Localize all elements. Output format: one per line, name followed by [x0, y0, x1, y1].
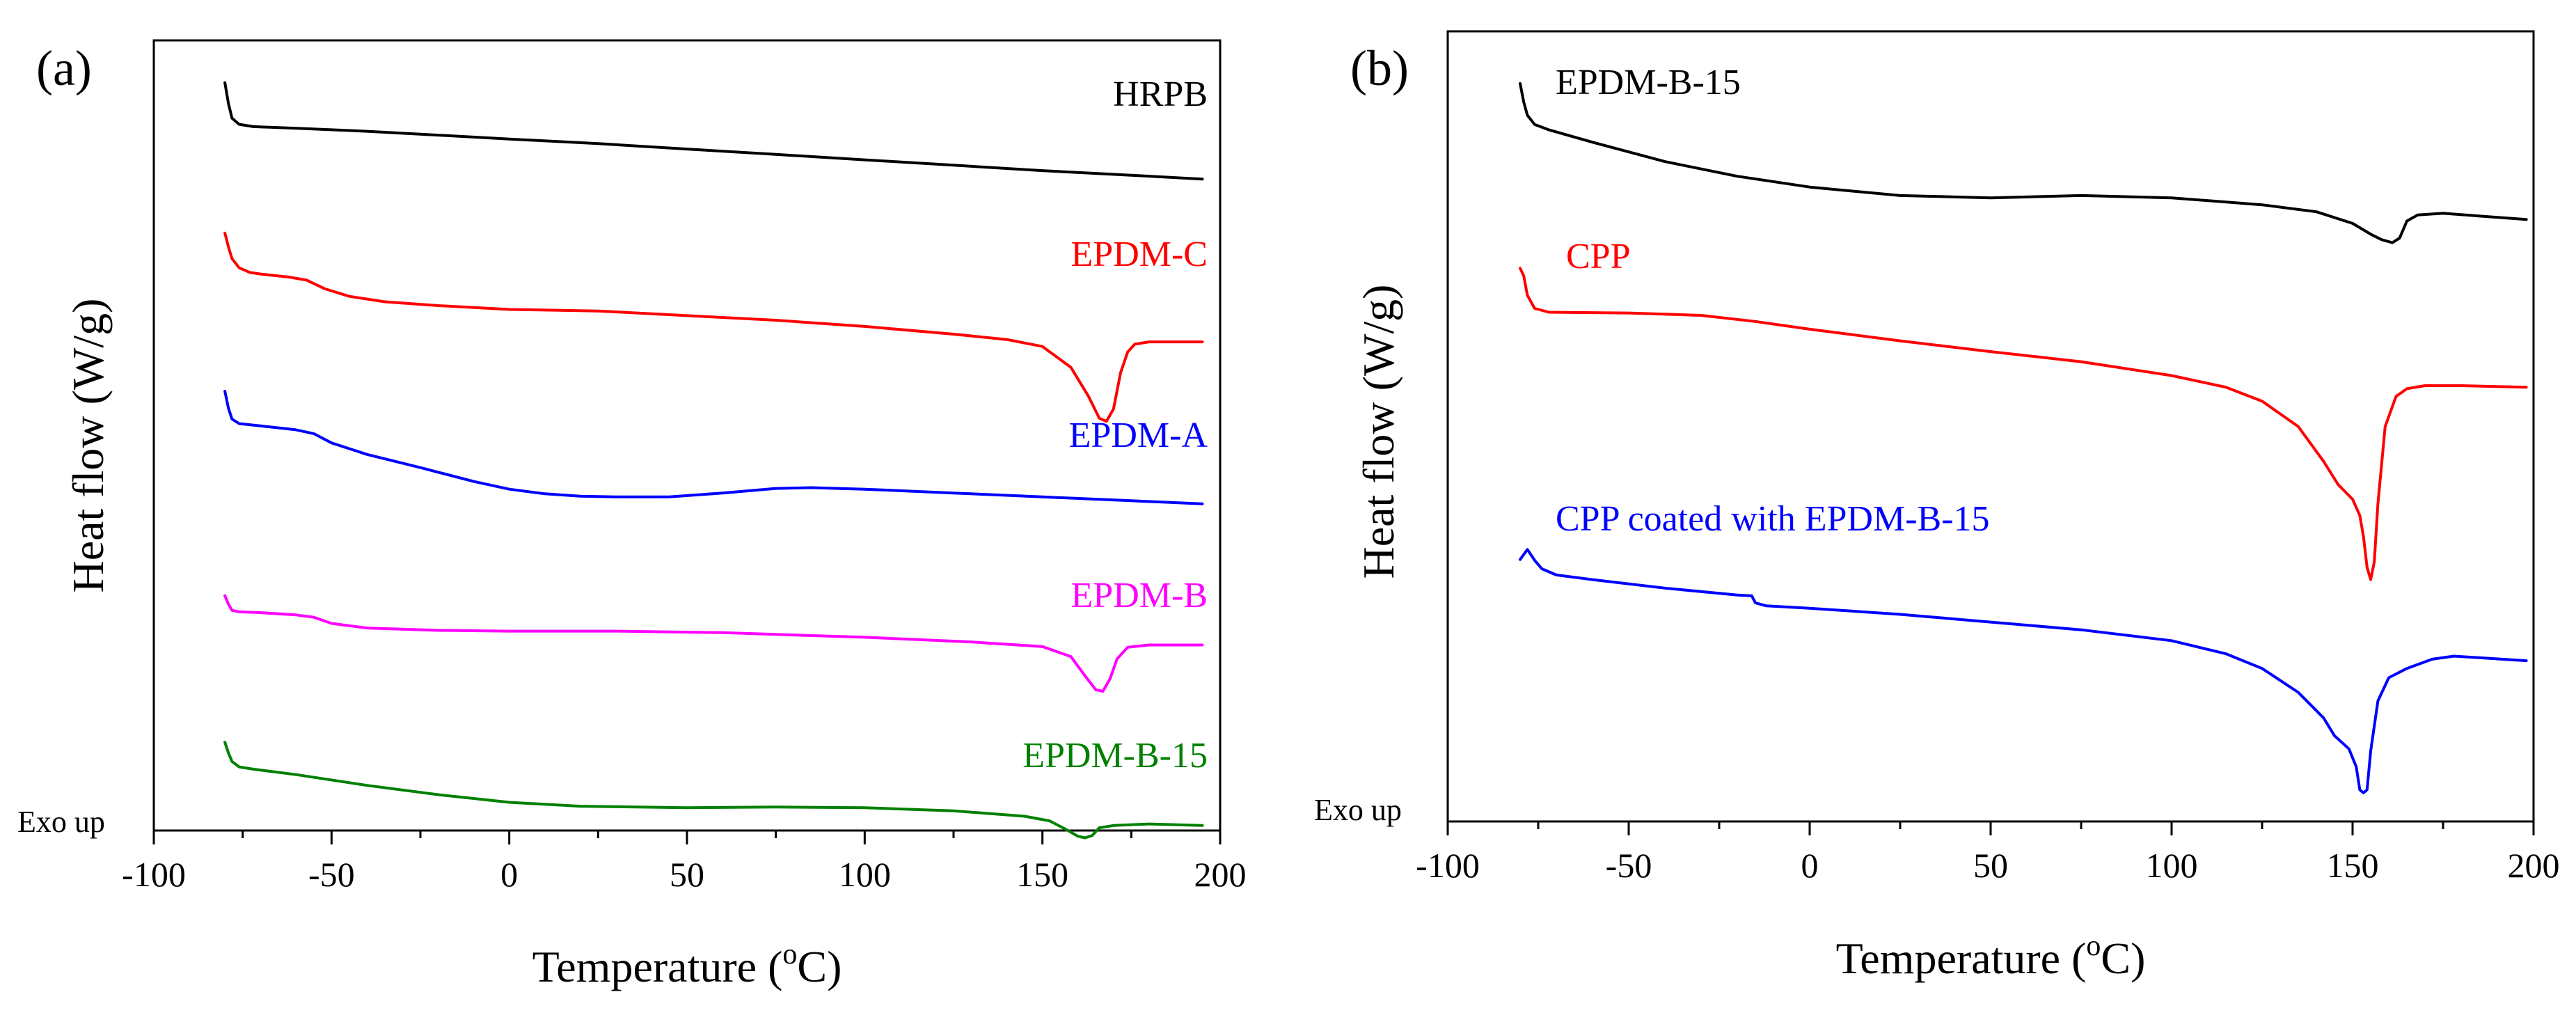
panel-b-y-axis-title: Heat flow (W/g)	[1354, 285, 1403, 579]
panel-b-series-cpp-coated-with-epdm-b-15	[1519, 548, 2528, 794]
panel-a-label-hrpb: HRPB	[1113, 74, 1208, 114]
panel-a-x-tick-label: 0	[500, 855, 518, 894]
panel-b-x-tick-label: 50	[1973, 846, 2008, 885]
panel-a-series-epdm-b	[223, 594, 1204, 693]
panel-b-x-tick-label: 0	[1801, 846, 1819, 885]
panel-a-label-epdm-b: EPDM-B	[1071, 576, 1208, 615]
panel-a-label-epdm-a: EPDM-A	[1069, 416, 1208, 455]
panel-b-label-cpp-coated: CPP coated with EPDM-B-15	[1556, 499, 1990, 539]
panel-a-x-tick-label: -100	[122, 855, 186, 894]
panel-b-x-tick-label: -100	[1416, 846, 1480, 885]
panel-a-x-ticks: -100 -50 0 50 100 150 200	[122, 831, 1247, 894]
panel-a-curves	[223, 81, 1204, 840]
panel-b-x-tick-label: 100	[2146, 846, 2198, 885]
panel-a-plot-frame	[152, 39, 1222, 832]
panel-b-label-epdm-b-15: EPDM-B-15	[1556, 63, 1741, 102]
panel-b-x-tick-label: -50	[1606, 846, 1652, 885]
panel-a-x-axis-title: Temperature (oC)	[532, 938, 842, 991]
panel-b-x-ticks: -100 -50 0 50 100 150 200	[1416, 821, 2560, 885]
panel-b-x-tick-label: 150	[2327, 846, 2379, 885]
panel-b-label: (b)	[1350, 40, 1409, 96]
panel-a-x-tick-label: 150	[1016, 855, 1068, 894]
panel-b-series-epdm-b-15	[1519, 82, 2528, 244]
panel-b-x-axis-title: Temperature (oC)	[1836, 930, 2146, 983]
panel-a-x-tick-label: -50	[308, 855, 355, 894]
panel-a-x-tick-label: 200	[1194, 855, 1247, 894]
panel-b-x-tick-label: 200	[2508, 846, 2560, 885]
panel-a-exo-up-note: Exo up	[17, 805, 105, 839]
panel-b-label-cpp: CPP	[1566, 237, 1631, 276]
panel-b-series-cpp	[1519, 267, 2528, 581]
chart-panel-a: (a) -100 -50 0 50 100 150 200 HRPB EPDM-C EPDM…	[17, 39, 1247, 991]
panel-a-label: (a)	[36, 40, 92, 96]
chart-panel-b: (b) -100 -50 0 50 100 150 200 EPDM-B-15 CPP CP…	[1314, 30, 2560, 983]
panel-a-x-tick-label: 100	[839, 855, 891, 894]
panel-b-plot-frame	[1446, 30, 2535, 823]
panel-a-series-epdm-b-15	[223, 741, 1204, 840]
panel-a-series-epdm-a	[223, 390, 1204, 505]
panel-b-exo-up-note: Exo up	[1314, 793, 1402, 827]
panel-a-series-hrpb	[223, 81, 1204, 181]
panel-a-series-epdm-c	[223, 231, 1204, 423]
panel-a-label-epdm-b-15: EPDM-B-15	[1022, 736, 1208, 776]
panel-a-label-epdm-c: EPDM-C	[1071, 235, 1208, 274]
panel-b-curves	[1519, 82, 2528, 794]
panel-a-x-tick-label: 50	[670, 855, 704, 894]
panel-a-y-axis-title: Heat flow (W/g)	[63, 299, 113, 593]
